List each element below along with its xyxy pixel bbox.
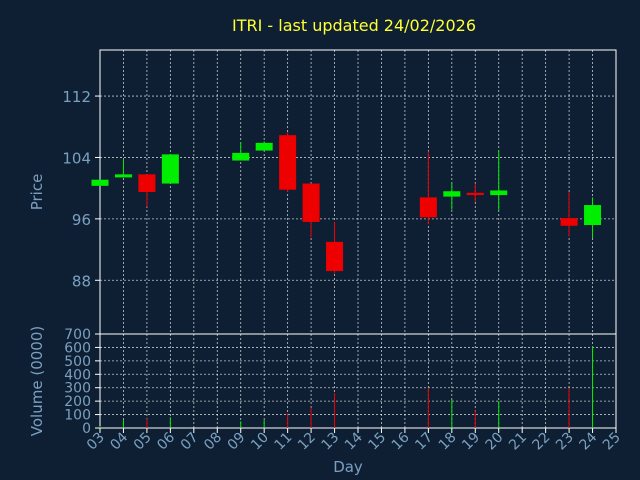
volume-axis-label: Volume (0000) [28,326,46,436]
x-tick-label: 09 [225,430,249,454]
x-tick-label: 20 [483,430,507,454]
price-tick-label: 96 [72,211,91,229]
price-tick-label: 88 [72,272,91,290]
x-tick-label: 24 [576,429,600,453]
candle-body [326,241,344,272]
x-tick-label: 11 [272,430,296,454]
volume-tick-label: 400 [64,367,91,383]
x-tick-label: 16 [389,429,413,453]
candle-body [138,174,156,192]
chart-title: ITRI - last updated 24/02/2026 [232,16,476,35]
candle-body [161,154,179,184]
x-axis: 03 04 05 06 07 08 09 10 11 12 13 14 15 16 17 18 19 20 21 22… [84,428,624,453]
x-tick-label: 25 [600,430,624,454]
x-tick-label: 22 [530,430,554,454]
candle-body [584,205,602,226]
volume-tick-label: 600 [64,340,91,356]
x-tick-label: 14 [342,429,366,453]
candle-body [279,135,297,190]
x-tick-label: 08 [201,430,225,454]
x-tick-label: 15 [365,430,389,454]
candle-body [419,197,437,218]
volume-tick-label: 0 [82,421,91,437]
candle-body [490,190,508,196]
x-tick-label: 06 [154,429,178,453]
x-tick-label: 19 [459,430,483,454]
price-tick-label: 104 [62,149,91,167]
x-tick-label: 12 [295,430,319,454]
candle-body [302,183,320,222]
volume-tick-label: 200 [64,394,91,410]
price-axis-label: Price [28,174,46,211]
candle-body [443,191,461,197]
x-tick-label: 21 [506,430,530,454]
x-tick-label: 04 [107,429,131,453]
x-tick-label: 10 [248,430,272,454]
x-tick-label: 18 [436,430,460,454]
x-tick-label: 17 [412,430,436,454]
candle-body [114,174,132,178]
volume-tick-label: 300 [64,381,91,397]
candle-body [91,179,109,186]
x-axis-label: Day [333,458,363,476]
x-tick-label: 05 [131,430,155,454]
candle-body [560,218,578,226]
candle-body [255,142,273,151]
volume-tick-label: 500 [64,354,91,370]
x-tick-label: 13 [318,430,342,454]
volume-plot-area [99,333,617,429]
candle-body [466,192,484,196]
price-panel: 88 96 104 112 [62,49,617,335]
x-tick-label: 07 [178,430,202,454]
x-tick-label: 23 [553,430,577,454]
price-tick-label: 112 [62,88,91,106]
volume-tick-label: 700 [64,327,91,343]
candle-body [232,152,250,161]
volume-tick-label: 100 [64,408,91,424]
